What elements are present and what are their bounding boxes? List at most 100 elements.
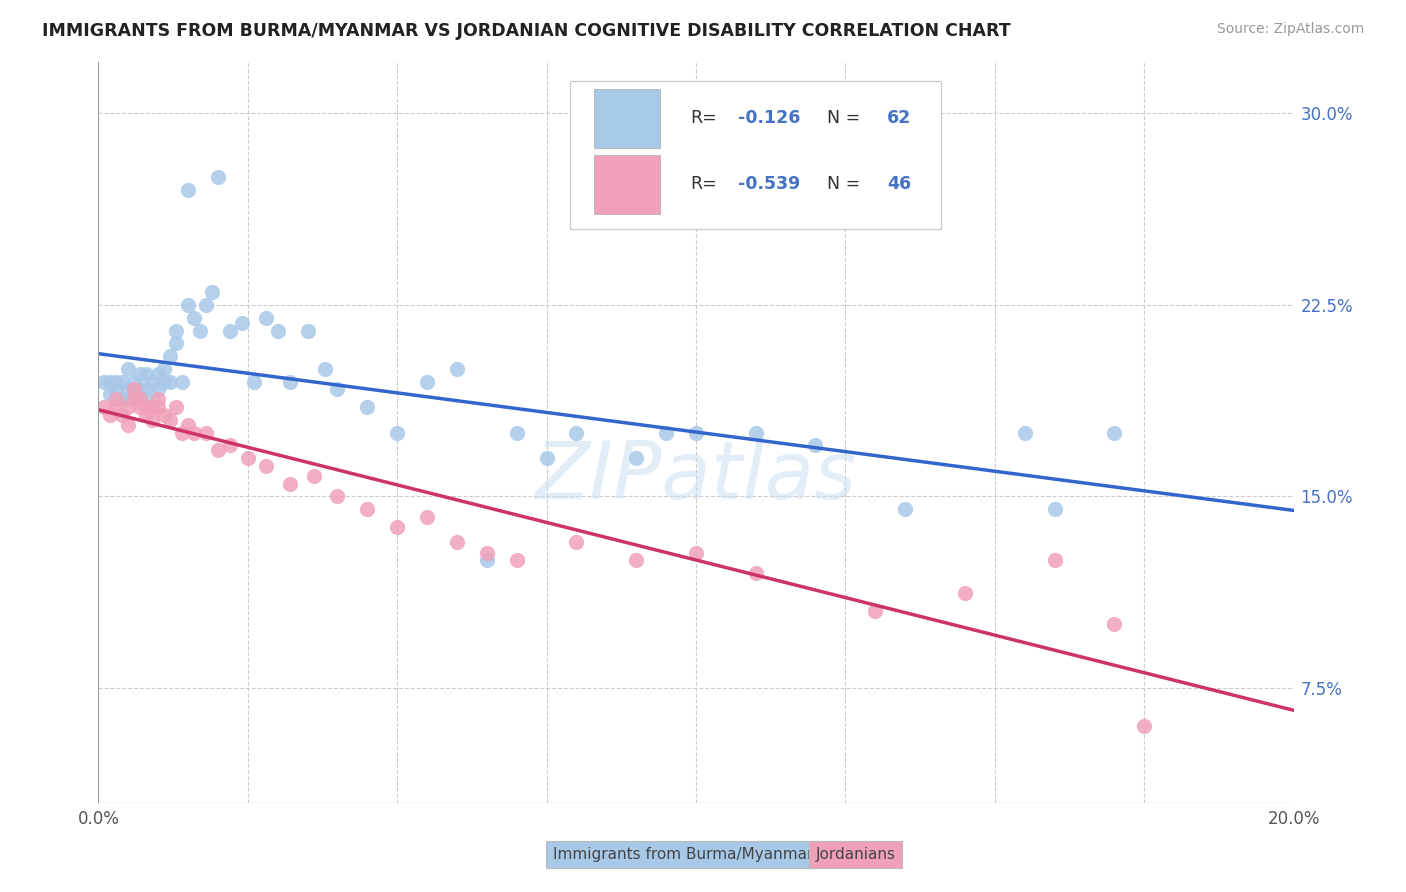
Text: IMMIGRANTS FROM BURMA/MYANMAR VS JORDANIAN COGNITIVE DISABILITY CORRELATION CHAR: IMMIGRANTS FROM BURMA/MYANMAR VS JORDANI… — [42, 22, 1011, 40]
Point — [177, 183, 200, 197]
Point — [117, 392, 139, 407]
Point — [98, 375, 122, 389]
Point — [153, 375, 176, 389]
Point — [254, 310, 277, 325]
Point — [565, 535, 588, 549]
Point — [326, 382, 349, 396]
Point — [626, 553, 648, 567]
Point — [953, 586, 976, 600]
Text: -0.539: -0.539 — [738, 176, 800, 194]
Point — [159, 413, 181, 427]
Text: R=: R= — [690, 110, 717, 128]
Point — [129, 382, 152, 396]
Point — [117, 400, 139, 414]
FancyBboxPatch shape — [571, 81, 941, 229]
Point — [105, 392, 128, 407]
Point — [626, 451, 648, 466]
Point — [135, 367, 157, 381]
Point — [177, 417, 200, 432]
Point — [129, 367, 152, 381]
Point — [219, 324, 242, 338]
Point — [172, 425, 194, 440]
Point — [356, 400, 378, 414]
Point — [148, 400, 170, 414]
Point — [153, 361, 176, 376]
Point — [135, 408, 157, 422]
Point — [278, 375, 301, 389]
Point — [243, 375, 266, 389]
Point — [506, 425, 529, 440]
Point — [1133, 719, 1156, 733]
Point — [117, 361, 139, 376]
Point — [141, 400, 163, 414]
Point — [804, 438, 827, 452]
Point — [93, 400, 115, 414]
Point — [124, 375, 146, 389]
FancyBboxPatch shape — [595, 88, 661, 148]
Text: Source: ZipAtlas.com: Source: ZipAtlas.com — [1216, 22, 1364, 37]
Point — [207, 170, 229, 185]
Point — [195, 425, 218, 440]
Point — [231, 316, 253, 330]
Point — [135, 400, 157, 414]
Point — [165, 324, 187, 338]
Point — [745, 425, 768, 440]
Point — [685, 546, 707, 560]
Point — [385, 425, 409, 440]
Text: Jordanians: Jordanians — [815, 847, 896, 863]
Point — [105, 400, 128, 414]
Point — [153, 408, 176, 422]
Point — [148, 382, 170, 396]
Text: N =: N = — [828, 110, 860, 128]
Point — [446, 361, 468, 376]
Point — [105, 375, 128, 389]
Point — [111, 375, 134, 389]
Point — [98, 387, 122, 401]
Point — [278, 476, 301, 491]
Point — [135, 392, 157, 407]
Text: R=: R= — [690, 176, 717, 194]
Point — [356, 502, 378, 516]
Point — [416, 509, 439, 524]
Point — [124, 382, 146, 396]
Text: 62: 62 — [887, 110, 911, 128]
Point — [135, 382, 157, 396]
Point — [117, 417, 139, 432]
Point — [236, 451, 259, 466]
Point — [475, 553, 498, 567]
Point — [195, 298, 218, 312]
Point — [267, 324, 290, 338]
Point — [188, 324, 211, 338]
Point — [172, 375, 194, 389]
Point — [685, 425, 707, 440]
Point — [159, 375, 181, 389]
Point — [105, 382, 128, 396]
Point — [219, 438, 242, 452]
Point — [565, 425, 588, 440]
Point — [655, 425, 678, 440]
Point — [745, 566, 768, 580]
Text: ZIPatlas: ZIPatlas — [534, 438, 858, 516]
Point — [148, 367, 170, 381]
FancyBboxPatch shape — [595, 155, 661, 214]
Point — [506, 553, 529, 567]
Point — [865, 604, 887, 618]
Point — [141, 375, 163, 389]
Point — [302, 469, 325, 483]
Point — [1104, 617, 1126, 632]
Point — [165, 400, 187, 414]
Point — [129, 392, 152, 407]
Point — [93, 375, 115, 389]
Point — [416, 375, 439, 389]
Point — [129, 400, 152, 414]
Point — [183, 310, 205, 325]
Point — [315, 361, 337, 376]
Text: N =: N = — [828, 176, 860, 194]
Point — [385, 520, 409, 534]
Text: 46: 46 — [887, 176, 911, 194]
Point — [141, 413, 163, 427]
Point — [98, 408, 122, 422]
Point — [124, 382, 146, 396]
Point — [1043, 553, 1066, 567]
Point — [141, 400, 163, 414]
